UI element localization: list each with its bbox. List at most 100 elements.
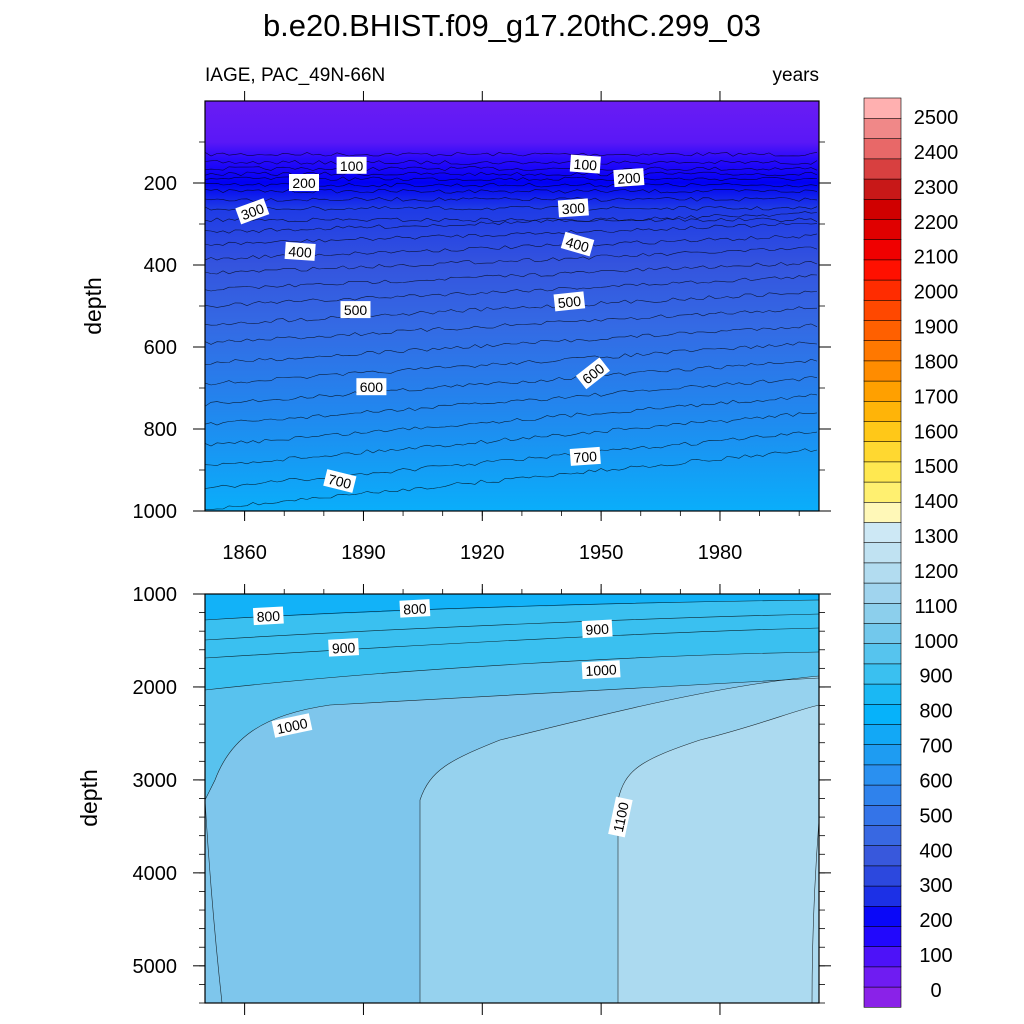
svg-text:200: 200 [292,175,316,191]
lower-contour-line [205,599,819,621]
svg-text:600: 600 [360,379,384,395]
upper-contour-line [205,222,818,246]
lower-ticks: 1000 2000 3000 4000 5000 [133,584,831,1015]
contour-label: 700 [569,446,601,466]
colorbar-label: 2100 [914,247,959,269]
colorbar-swatch [863,986,902,1008]
contour-label: 300 [235,198,270,225]
contour-label: 1100 [608,796,633,838]
x-tick-label: 1920 [460,542,505,564]
colorbar-swatch [863,602,902,624]
upper-y-tick-label: 1000 [133,501,178,523]
upper-field [205,101,819,511]
colorbar-swatch [863,582,902,604]
upper-ticks: 1860 1890 1920 1950 1980 200 400 600 800 1000 [133,91,831,564]
colorbar-label: 2200 [914,212,959,234]
upper-contour-line [205,217,818,223]
upper-contour-line [205,274,818,308]
contour-label: 800 [399,599,431,618]
colorbar-swatch [863,865,902,887]
contour-label: 900 [328,638,359,657]
colorbar-swatch [863,562,902,584]
colorbar-swatch [863,360,902,382]
colorbar-swatch [863,198,902,220]
colorbar-swatch [863,622,902,645]
contour-label: 1000 [581,660,621,680]
colorbar-swatch [863,723,902,746]
colorbar-swatch [863,946,902,968]
upper-contour-line [205,160,818,165]
upper-y-tick-label: 600 [144,337,177,359]
contour-label: 400 [284,241,316,261]
colorbar-label: 800 [919,701,952,723]
colorbar-label: 2300 [914,177,959,199]
colorbar-swatch [863,279,902,301]
colorbar-swatch [863,643,902,665]
colorbar-label: 200 [919,910,952,932]
colorbar-swatch [863,804,902,826]
lower-band-1000 [205,652,819,800]
contour-label: 400 [560,231,595,257]
contour-label: 1000 [271,713,313,738]
lower-y-tick-label: 1000 [133,584,178,606]
units-string: years [773,65,819,86]
upper-contour-line [205,188,818,194]
colorbar-swatch [863,501,902,523]
contour-label: 200 [613,168,645,188]
contour-label: 300 [557,198,589,218]
colorbar-swatch [863,259,902,281]
upper-contour-line [205,166,818,171]
lower-band-800 [205,594,819,620]
lower-contour-lines [205,599,819,1003]
lower-y-tick-label: 2000 [133,677,178,699]
upper-contour-line [205,412,818,466]
colorbar-label: 300 [919,875,952,897]
svg-text:700: 700 [573,448,598,466]
upper-contour-line [205,358,818,407]
upper-contour-line [205,246,818,275]
colorbar-swatch [863,138,902,160]
contour-label: 500 [340,301,371,319]
colorbar-swatch [863,299,902,321]
lower-contour-line [617,704,819,1003]
svg-text:700: 700 [326,471,353,492]
upper-y-tick-label: 800 [144,419,177,441]
lower-contour-line [811,819,819,1003]
colorbar-swatch [863,441,902,463]
colorbar-label: 1100 [914,596,957,618]
colorbar-swatch [863,239,902,261]
colorbar-swatch [863,663,902,685]
lower-band-900 [205,600,819,690]
colorbar-swatch [863,158,902,180]
colorbar-swatch [863,319,902,342]
colorbar-swatch [863,885,902,907]
colorbar-label: 400 [919,840,952,862]
svg-text:1000: 1000 [585,661,617,679]
colorbar-label: 1600 [914,421,959,443]
colorbar-swatch [863,683,902,705]
upper-contour-line [205,197,818,202]
colorbar-swatch [863,845,902,867]
upper-y-axis-label: depth [80,277,106,335]
contour-label: 600 [575,357,610,390]
svg-text:400: 400 [564,234,591,256]
contour-label: 100 [569,154,601,174]
colorbar-label: 1300 [914,526,959,548]
contour-label: 200 [289,174,319,191]
colorbar-swatch [863,97,902,119]
colorbar-swatch [863,380,902,402]
upper-contour-line [205,431,818,489]
lower-band-1100b [618,705,819,1003]
upper-contour-line [205,206,818,211]
colorbar-label: 500 [919,805,952,827]
colorbar-swatch [863,420,902,443]
colorbar-label: 1400 [914,491,959,513]
colorbar-swatch [863,905,902,927]
contour-label: 500 [553,291,586,312]
colorbar-swatch [863,117,902,139]
svg-text:200: 200 [617,169,642,187]
upper-contour-line [205,323,818,365]
svg-text:300: 300 [239,200,267,223]
upper-contour-line [205,211,818,234]
x-tick-label: 1980 [698,542,743,564]
